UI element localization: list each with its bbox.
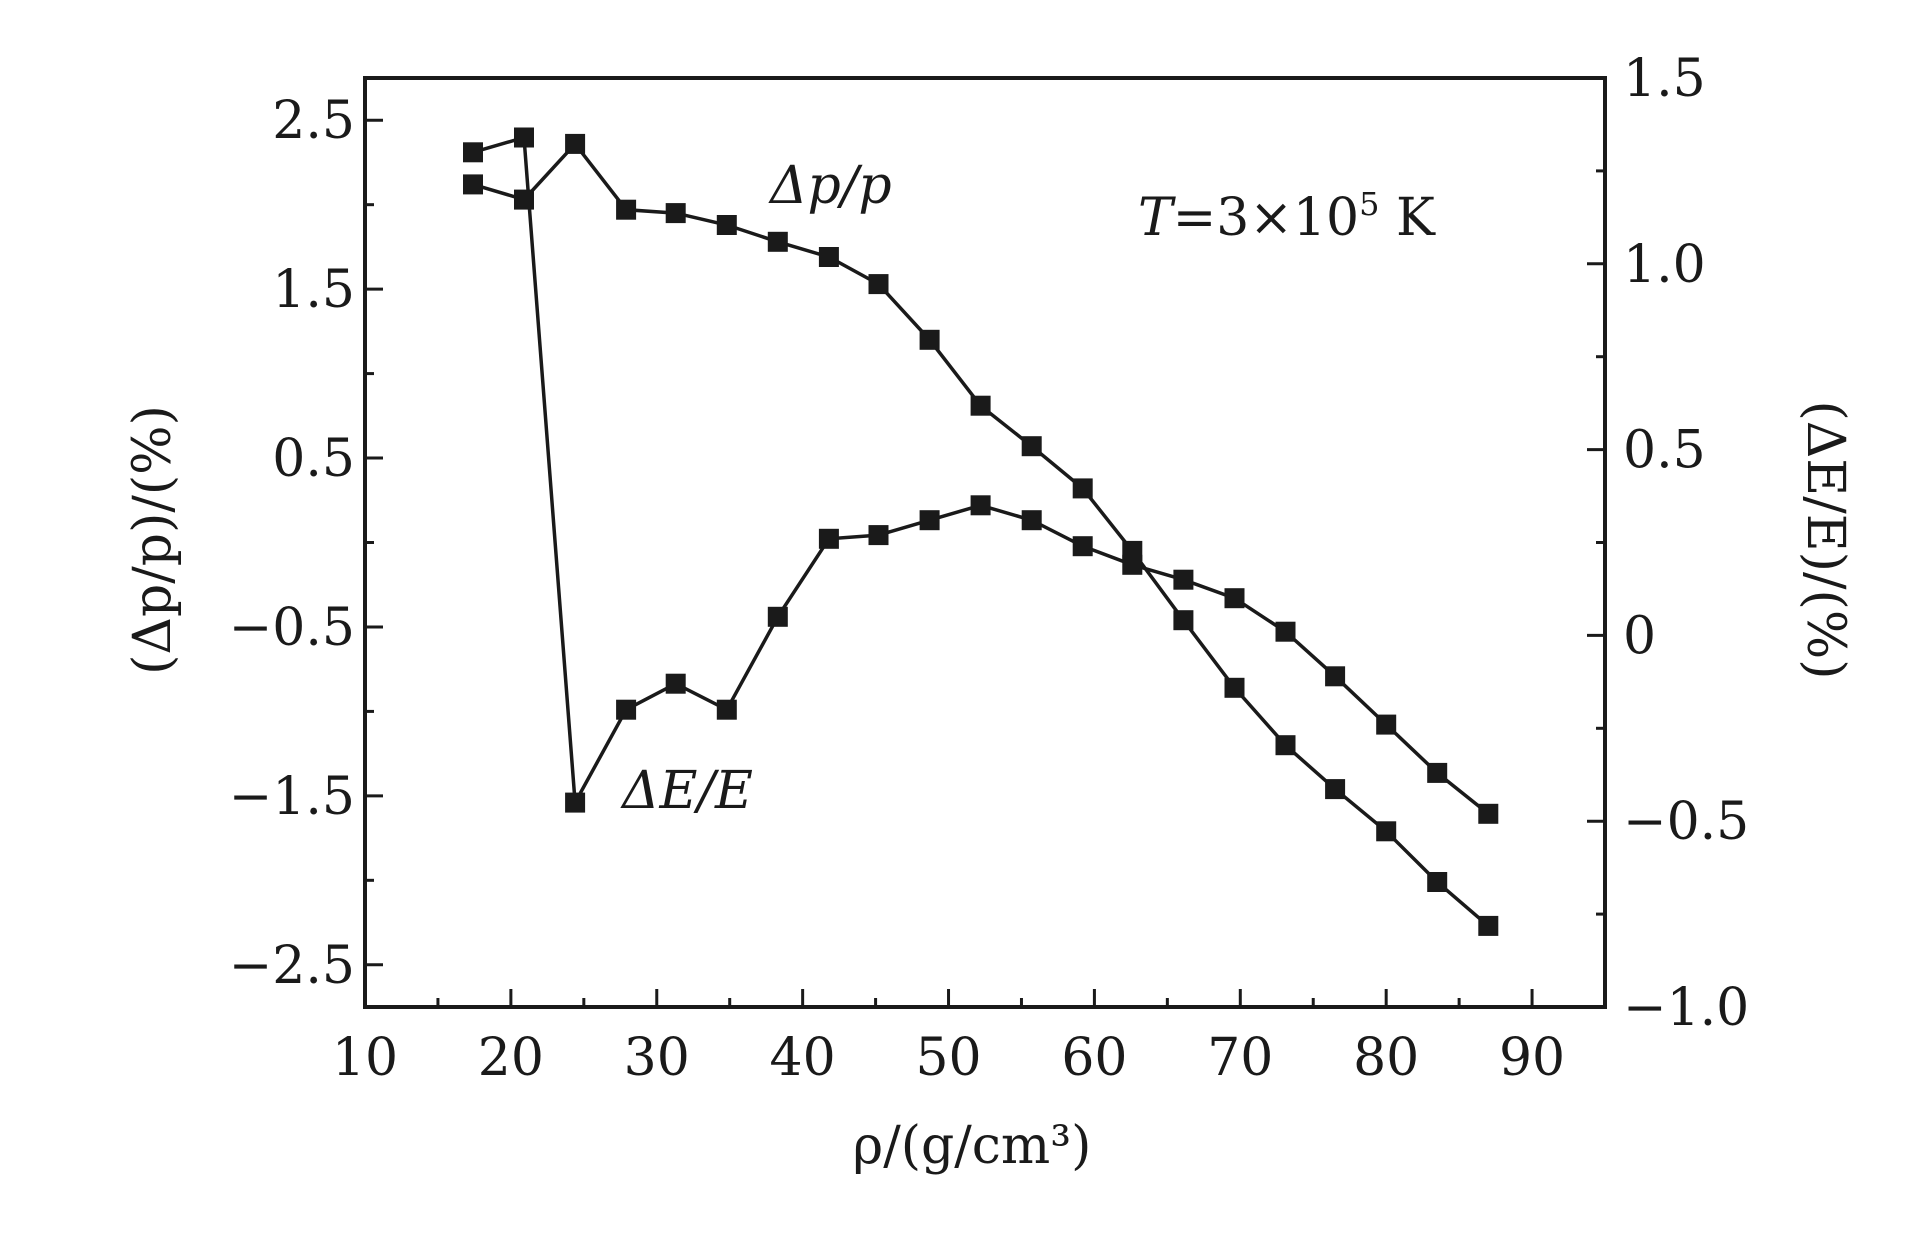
dp-p-point (818, 247, 839, 267)
de-e-point (1173, 569, 1194, 590)
dp-p-point (1275, 735, 1296, 756)
x-axis-title: ρ/(g/cm³) (853, 1116, 1092, 1176)
y-left-tick-label: 0.5 (272, 429, 355, 489)
y-right-tick-label: 0 (1623, 606, 1656, 666)
temperature-value: =3×10 (1173, 188, 1359, 248)
y-right-tick-label: 1.0 (1623, 235, 1706, 295)
x-tick-label: 20 (478, 1028, 544, 1088)
y-left-tick-label: −1.5 (229, 767, 355, 827)
dp-p-point (565, 133, 586, 154)
annotation-dp-label: Δp/p (768, 156, 892, 216)
annotation-de-label: ΔE/E (620, 761, 753, 821)
y-left-tick-label: 2.5 (272, 91, 355, 151)
de-e-point (1122, 554, 1143, 575)
temperature-exp: 5 (1359, 185, 1379, 223)
x-tick-label: 30 (624, 1028, 690, 1088)
series-de-e (463, 127, 1499, 824)
de-e-point (1325, 666, 1346, 687)
ticks: 10 20 30 40 50 60 70 80 902.51.50.5−0.5−1.5−2.51… (229, 49, 1750, 1088)
de-e-point (1072, 536, 1093, 557)
x-tick-label: 80 (1353, 1028, 1419, 1088)
x-tick-label: 50 (915, 1028, 981, 1088)
de-e-point (1275, 621, 1296, 642)
dp-p-point (1478, 915, 1499, 936)
series-dp-p (463, 133, 1499, 936)
y-left-tick-label: 1.5 (272, 260, 355, 320)
y-left-tick-label: −0.5 (229, 598, 355, 658)
x-tick-label: 90 (1499, 1028, 1565, 1088)
y-right-tick-label: −1.0 (1623, 978, 1749, 1038)
de-e-point (616, 699, 637, 720)
dp-p-point (665, 203, 686, 224)
x-tick-label: 40 (770, 1028, 836, 1088)
de-e-point (1021, 510, 1042, 531)
dp-p-point (919, 329, 940, 350)
de-e-point (716, 699, 737, 720)
annotation-temperature: T=3×105 K (1138, 185, 1436, 248)
y-right-tick-label: −0.5 (1623, 792, 1749, 852)
de-e-point (919, 510, 940, 531)
dp-p-point (970, 395, 991, 416)
de-e-point (868, 525, 889, 546)
x-tick-label: 70 (1207, 1028, 1273, 1088)
de-e-point (1376, 714, 1397, 735)
dp-p-point (616, 199, 637, 220)
y-right-tick-label: 1.5 (1623, 49, 1706, 109)
de-e-point (1224, 588, 1245, 609)
dp-p-point (1173, 610, 1194, 631)
y-axis-title-right: (ΔE/E)/(%) (1795, 400, 1855, 679)
de-e-point (818, 528, 839, 549)
de-e-point (514, 127, 534, 148)
de-e-point (767, 606, 788, 627)
dp-p-point (868, 274, 889, 295)
dp-p-point (716, 215, 737, 235)
de-e-point (1478, 803, 1499, 824)
dp-p-point (767, 231, 788, 252)
dp-p-point (1427, 872, 1448, 892)
dp-p-point (1021, 436, 1042, 457)
dp-p-point (463, 174, 483, 195)
dp-p-point (1325, 779, 1346, 800)
temperature-prefix: T (1138, 188, 1176, 248)
y-axis-title-left: (Δp/p)/(%) (123, 405, 183, 675)
x-tick-label: 10 (332, 1028, 398, 1088)
dp-p-point (1072, 478, 1093, 499)
de-e-point (1427, 762, 1448, 783)
y-right-tick-label: 0.5 (1623, 421, 1706, 481)
de-e-point (665, 673, 686, 694)
y-left-tick-label: −2.5 (229, 936, 355, 996)
temperature-unit: K (1379, 188, 1436, 248)
dp-p-point (1224, 677, 1245, 698)
de-e-point (970, 495, 991, 516)
de-e-point (565, 792, 586, 813)
de-e-point (463, 142, 483, 163)
dp-p-point (1376, 821, 1397, 842)
x-tick-label: 60 (1061, 1028, 1127, 1088)
